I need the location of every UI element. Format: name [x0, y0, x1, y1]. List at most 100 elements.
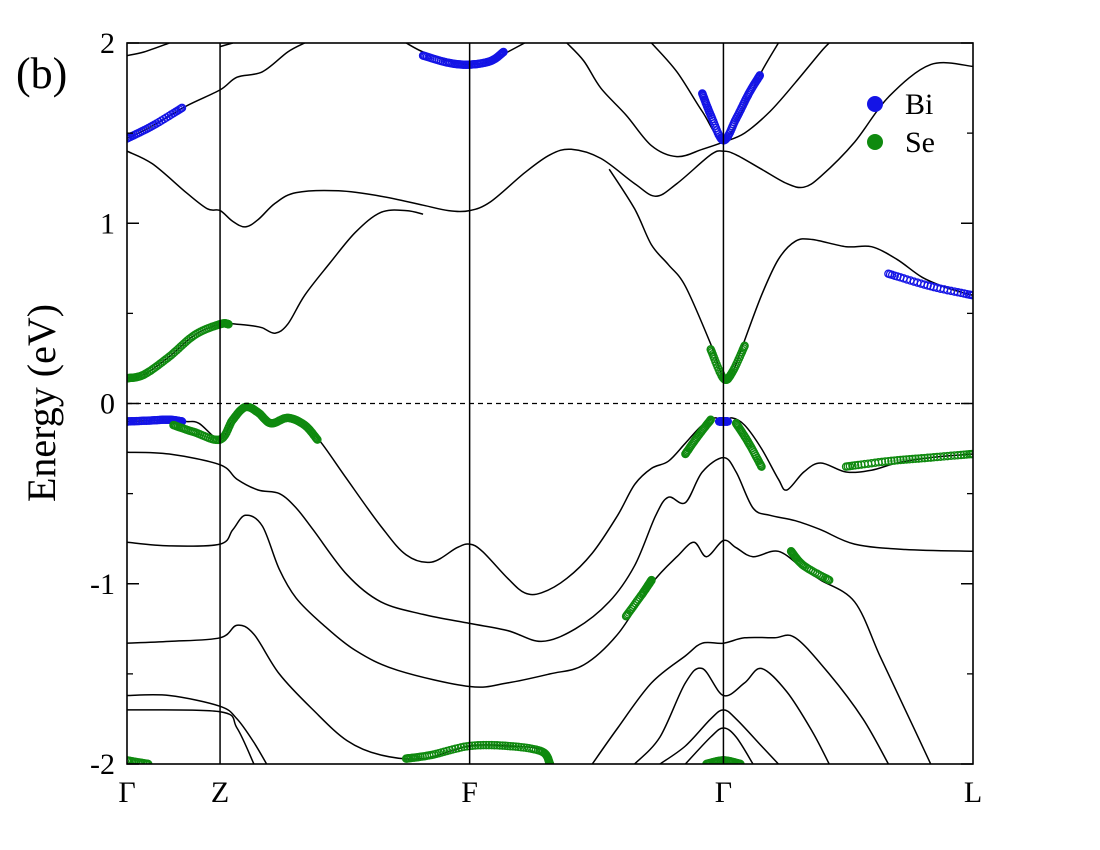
projection-marker	[313, 435, 322, 444]
y-tick-label: 1	[100, 207, 115, 240]
band-8	[127, 209, 424, 380]
projection-marker	[917, 454, 926, 463]
panel-label: (b)	[16, 49, 67, 98]
legend-label-bi: Bi	[905, 88, 933, 121]
projection-bi-2	[418, 47, 508, 69]
x-tick-label: Γ	[118, 776, 135, 809]
projection-marker	[495, 741, 505, 750]
projection-marker	[757, 462, 766, 471]
projection-marker	[476, 740, 485, 750]
projection-marker	[706, 415, 715, 424]
projection-marker	[492, 741, 502, 750]
projection-marker	[824, 575, 834, 585]
projection-se-7	[127, 319, 233, 383]
band-15	[127, 709, 255, 764]
projection-marker	[953, 451, 963, 460]
band-9	[608, 168, 973, 381]
projection-marker	[487, 740, 496, 750]
projection-marker	[893, 456, 902, 465]
band-16	[591, 634, 890, 764]
projection-se-9	[681, 415, 715, 459]
projection-marker	[968, 449, 973, 459]
y-tick-label: 0	[100, 388, 115, 421]
projection-se-12	[841, 449, 973, 471]
projection-marker	[499, 47, 508, 57]
projection-marker	[950, 451, 959, 460]
projection-marker	[496, 49, 506, 59]
projection-se-11	[706, 341, 749, 385]
projection-marker	[877, 457, 887, 467]
projection-marker	[850, 461, 860, 470]
projection-bi-4	[884, 269, 973, 300]
projection-marker	[647, 575, 656, 585]
projections-layer	[127, 47, 973, 764]
y-tick-label: -1	[90, 568, 115, 601]
projection-marker	[923, 453, 932, 463]
projection-marker	[884, 456, 893, 466]
y-tick-label: -2	[90, 748, 115, 781]
band-6	[566, 43, 830, 158]
projection-marker	[881, 457, 890, 466]
projection-se-14	[786, 547, 834, 585]
projection-se-16	[401, 740, 555, 764]
x-tick-label: Γ	[715, 776, 732, 809]
y-tick-label: 2	[100, 27, 115, 60]
projection-marker	[511, 742, 520, 751]
band-4	[127, 61, 973, 228]
legend-marker-se	[867, 134, 883, 150]
projection-marker	[473, 741, 483, 750]
band-14	[127, 693, 268, 764]
projection-marker	[508, 742, 518, 751]
ticks-layer: -2 -1 0 1 2 Γ Z F Γ L	[90, 27, 982, 809]
projection-marker	[926, 453, 935, 462]
projection-marker	[740, 341, 749, 351]
projection-marker	[736, 759, 745, 764]
projection-marker	[490, 740, 499, 750]
projection-marker	[484, 740, 494, 750]
projection-marker	[459, 742, 469, 752]
projection-marker	[470, 741, 480, 750]
projection-marker	[143, 759, 153, 764]
band-11	[127, 451, 973, 643]
projection-marker	[890, 456, 899, 465]
projection-se-10	[731, 419, 766, 471]
projection-marker	[968, 291, 973, 300]
projection-marker	[953, 288, 963, 297]
band-7	[650, 43, 780, 142]
projection-marker	[902, 455, 911, 464]
projection-se-15	[127, 756, 153, 764]
band-3	[127, 43, 306, 140]
projection-marker	[500, 741, 510, 751]
x-tick-label: L	[964, 776, 982, 809]
projection-se-8	[169, 402, 322, 445]
projection-se-13	[621, 575, 656, 621]
projection-marker	[481, 740, 491, 750]
projection-marker	[506, 741, 515, 751]
y-axis-label: Energy (eV)	[19, 304, 64, 502]
x-tick-label: Z	[211, 776, 229, 809]
projection-bi-3	[698, 71, 765, 145]
projection-marker	[545, 759, 555, 764]
projection-marker	[920, 453, 929, 463]
projection-marker	[905, 455, 914, 464]
projection-marker	[911, 454, 920, 464]
legend-label-se: Se	[905, 126, 935, 159]
legend-marker-bi	[867, 96, 883, 112]
x-tick-label: F	[461, 776, 478, 809]
projection-bi-1	[127, 103, 187, 143]
projection-marker	[956, 450, 966, 460]
projection-marker	[755, 71, 765, 80]
projection-marker	[224, 319, 233, 329]
band-10	[127, 406, 973, 596]
band-17	[634, 667, 830, 764]
projection-marker	[887, 456, 896, 466]
projection-marker	[479, 740, 488, 750]
projection-marker	[177, 103, 187, 113]
projection-marker	[514, 742, 523, 752]
legend: Bi Se	[867, 88, 935, 159]
projection-marker	[516, 742, 526, 752]
projection-marker	[899, 455, 908, 465]
band-1	[127, 43, 170, 57]
projection-marker	[914, 454, 923, 463]
